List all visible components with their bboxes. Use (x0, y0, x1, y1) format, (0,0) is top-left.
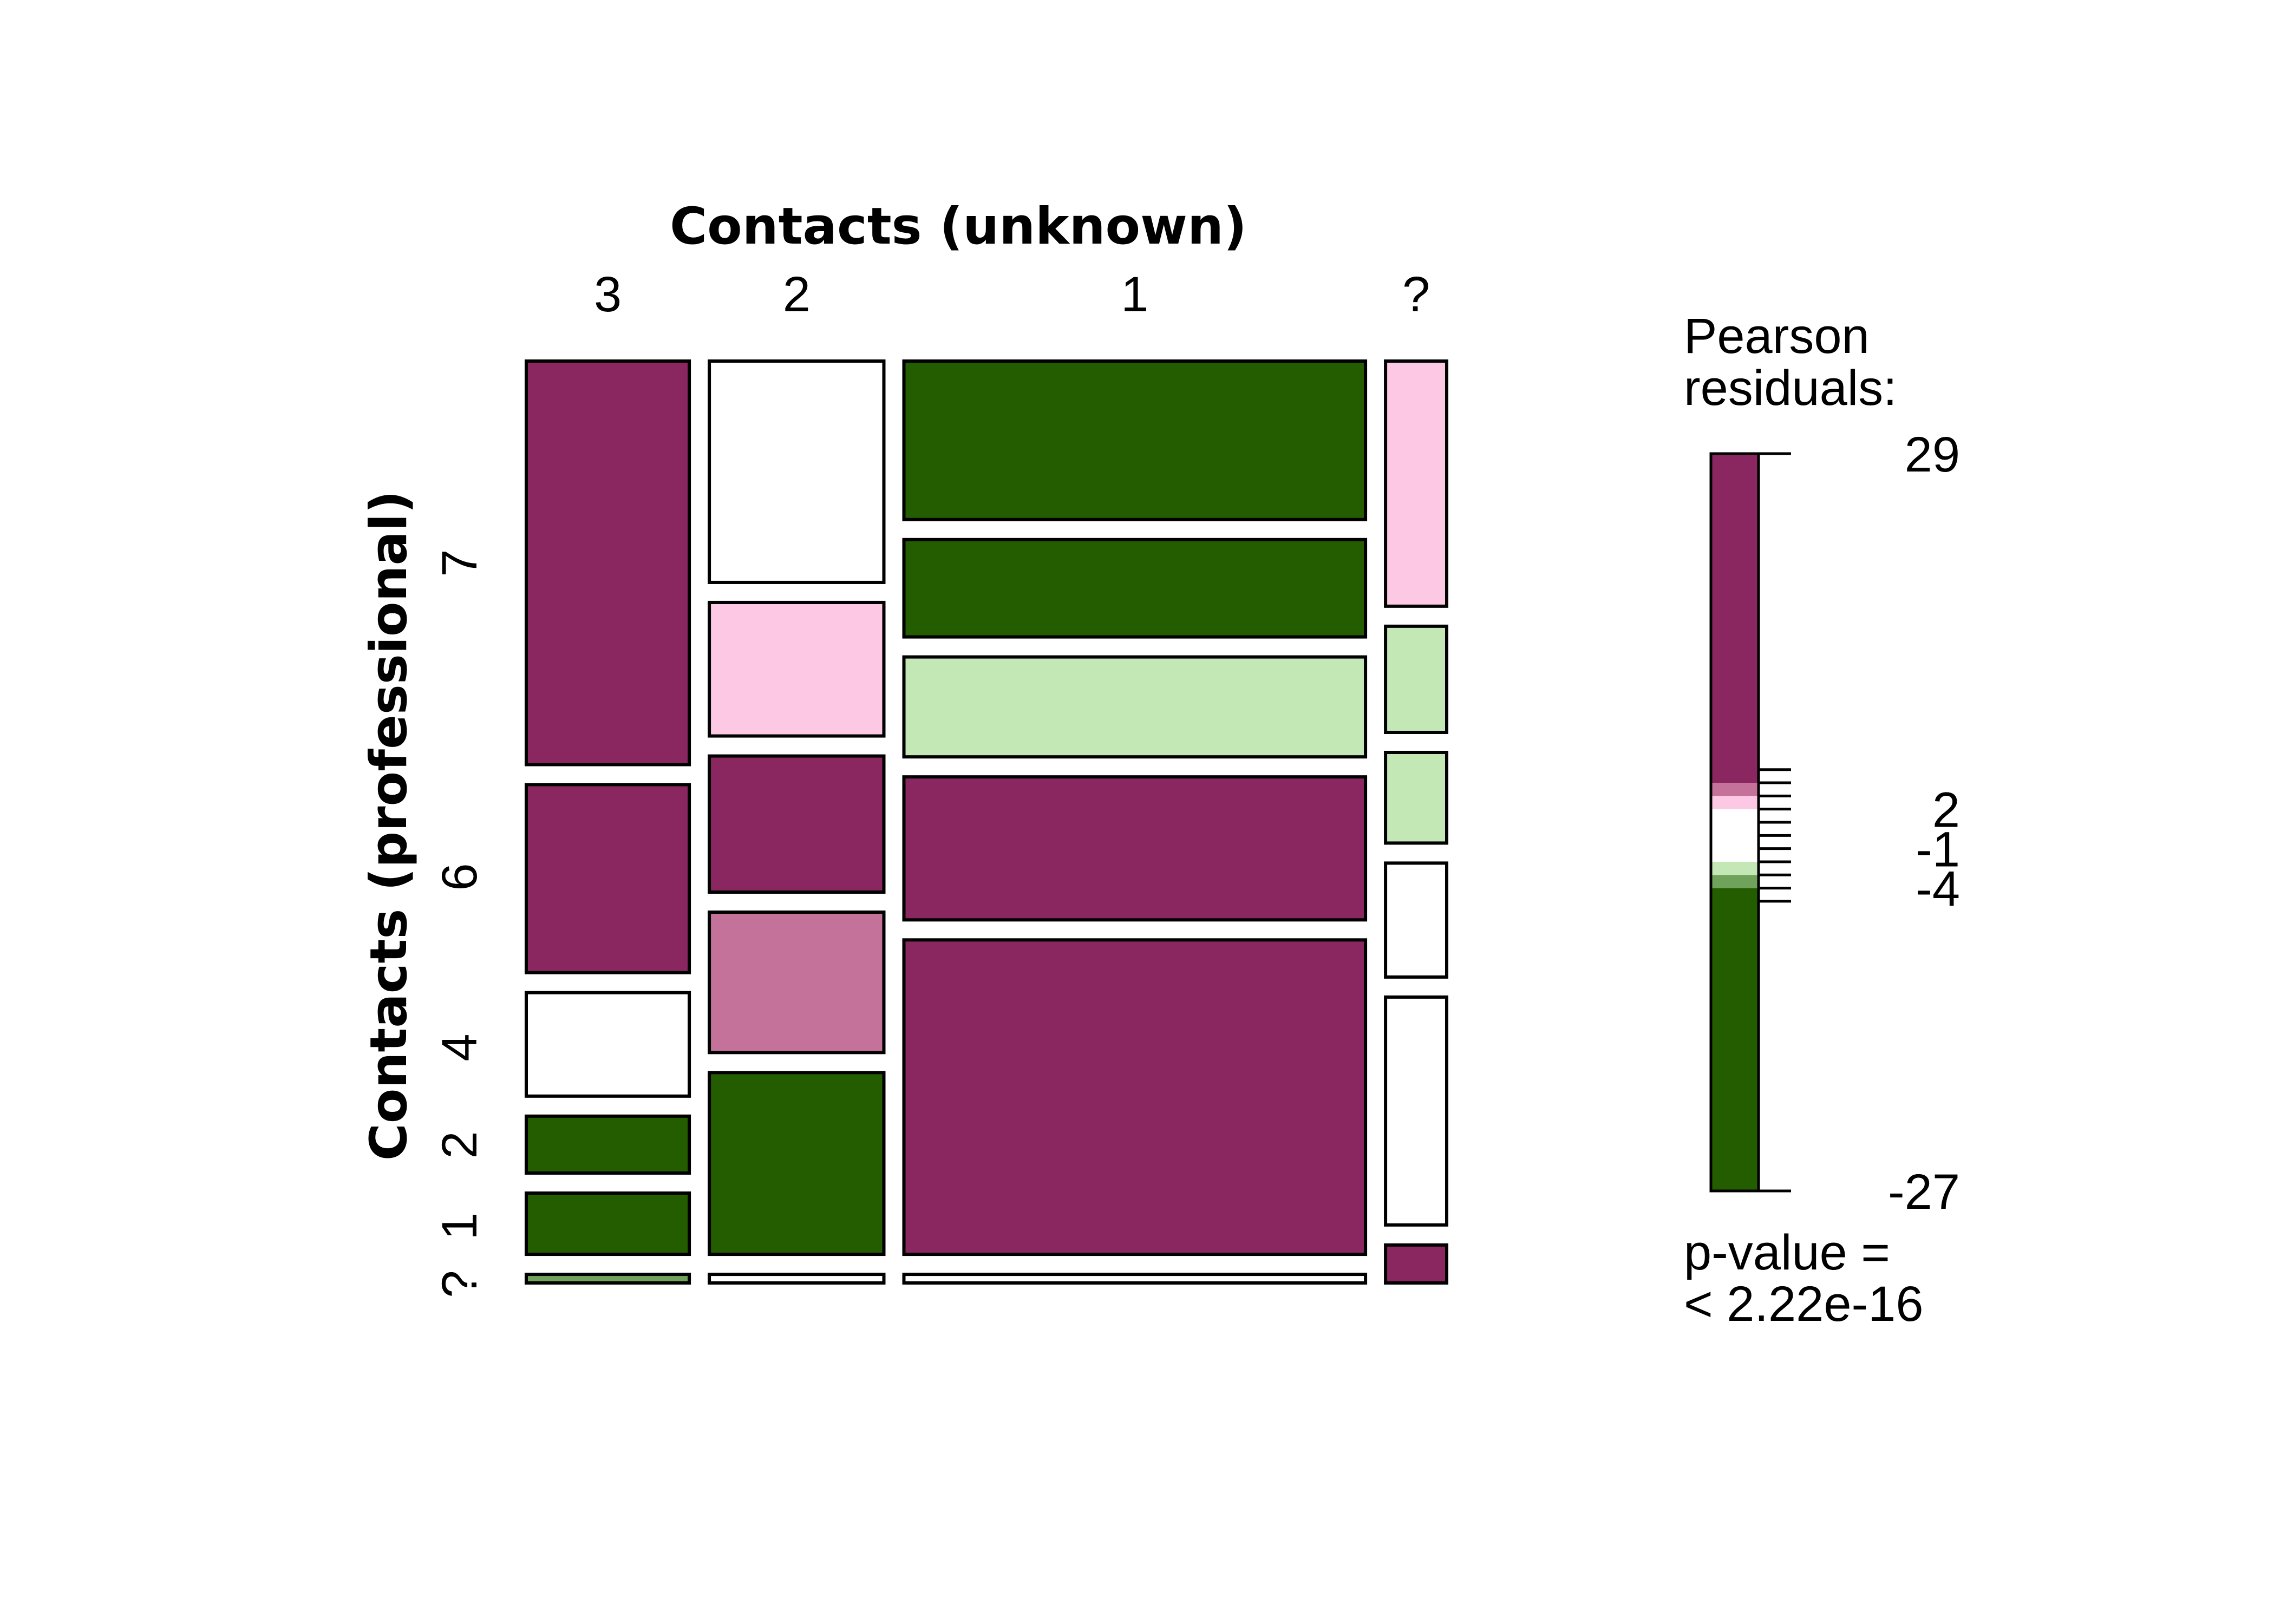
tile-col2-seg0 (902, 359, 1368, 521)
tile-col3-seg5 (1384, 1243, 1449, 1285)
legend-tick-label-2: -1 (1916, 822, 1960, 878)
tile-col3-seg4 (1384, 995, 1449, 1227)
legend-tick-label-4: -27 (1888, 1164, 1960, 1220)
x-axis-title: Contacts (unknown) (670, 197, 1247, 256)
legend-tick-label-1: 2 (1932, 783, 1960, 838)
tile-col0-seg2 (525, 991, 691, 1098)
tile-col3-seg1 (1384, 624, 1449, 734)
legend-band-1 (1711, 783, 1759, 796)
tile-col0-seg5 (525, 1273, 691, 1285)
tile-col0-seg4 (525, 1191, 691, 1256)
column-labels: 3 2 1? (594, 267, 1430, 322)
row-label-3: 2 (432, 1131, 487, 1158)
legend-tick-label-0: 29 (1905, 427, 1960, 482)
p-value-line1: p-value = (1684, 1225, 1890, 1280)
tile-col3-seg0 (1384, 359, 1449, 608)
legend-ticks: 29 2-1-4 -27 (1759, 427, 1960, 1220)
legend-band-4 (1711, 861, 1759, 875)
row-label-1: 6 (432, 863, 487, 890)
legend-band-3 (1711, 809, 1759, 862)
legend-title-line1: Pearson (1684, 309, 1870, 364)
tile-col0-seg3 (525, 1114, 691, 1175)
legend-band-0 (1711, 454, 1759, 783)
p-value-line2: < 2.22e-16 (1684, 1276, 1923, 1332)
tile-col0-seg1 (525, 783, 691, 974)
legend-band-5 (1711, 875, 1759, 888)
legend-color-bar (1709, 452, 1760, 1193)
tile-col3-seg2 (1384, 750, 1449, 845)
tile-col2-seg1 (902, 538, 1368, 639)
row-label-2: 4 (432, 1033, 487, 1061)
tile-col2-seg3 (902, 775, 1368, 922)
residual-legend: Pearson residuals: 292-1-4-27 p-value = … (1684, 309, 1960, 1332)
tile-col1-seg1 (708, 600, 886, 738)
tile-col2-seg2 (902, 655, 1368, 759)
row-labels: 7 6 4 2 1? (432, 549, 487, 1298)
tile-col3-seg3 (1384, 861, 1449, 979)
column-label-0: 3 (594, 267, 622, 322)
tile-col1-seg2 (708, 754, 886, 894)
legend-band-6 (1711, 888, 1759, 1191)
tile-col2-seg5 (902, 1273, 1368, 1285)
mosaic-tiles (525, 359, 1449, 1285)
column-label-2: 1 (1121, 267, 1148, 322)
row-label-5: ? (432, 1270, 487, 1298)
column-label-3: ? (1402, 267, 1430, 322)
column-label-1: 2 (783, 267, 811, 322)
legend-title-line2: residuals: (1684, 361, 1897, 416)
tile-col1-seg5 (708, 1273, 886, 1285)
legend-tick-label-3: -4 (1916, 862, 1960, 917)
row-label-0: 7 (432, 549, 487, 577)
tile-col0-seg0 (525, 359, 691, 767)
y-axis-title: Contacts (professional) (360, 490, 419, 1161)
tile-col1-seg4 (708, 1071, 886, 1256)
tile-col2-seg4 (902, 938, 1368, 1256)
tile-col1-seg0 (708, 359, 886, 584)
legend-band-2 (1711, 796, 1759, 809)
row-label-4: 1 (432, 1212, 487, 1240)
tile-col1-seg3 (708, 910, 886, 1055)
